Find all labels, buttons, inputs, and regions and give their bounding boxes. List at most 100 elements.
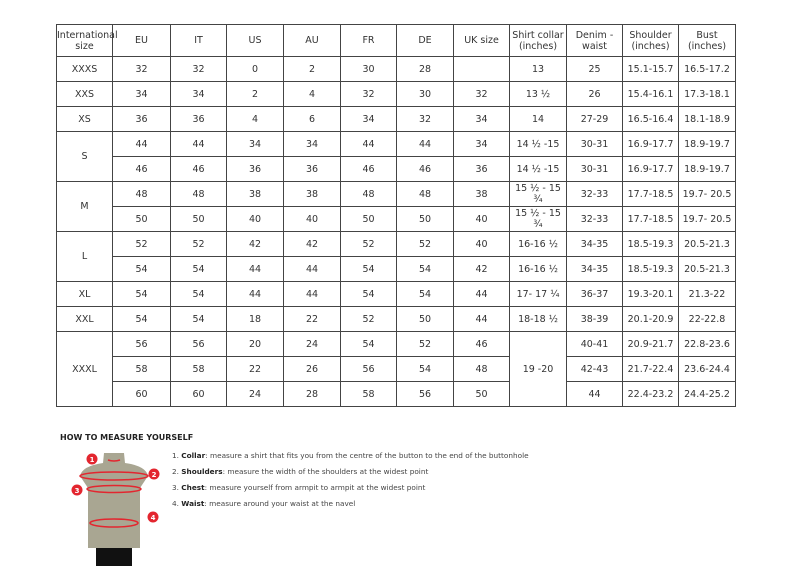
table-cell: 54 xyxy=(170,306,227,332)
table-cell: 54 xyxy=(112,256,171,282)
table-cell: 54 xyxy=(170,256,227,282)
marker-2-icon xyxy=(148,468,160,480)
table-cell: 44 xyxy=(566,381,623,407)
table-cell: 28 xyxy=(283,381,341,407)
table-cell: 20.5-21.3 xyxy=(678,256,736,282)
table-cell: 24 xyxy=(226,381,284,407)
header-row: International size EU IT US AU FR DE UK size Shi… xyxy=(56,24,736,57)
table-cell: 22 xyxy=(226,356,284,382)
table-cell: 30-31 xyxy=(566,131,623,157)
table-cell: 17- 17 ¼ xyxy=(509,281,567,307)
table-cell: 34 xyxy=(340,106,397,132)
table-cell: 44 xyxy=(226,281,284,307)
table-cell: 23.6-24.4 xyxy=(678,356,736,382)
table-cell: 50 xyxy=(170,206,227,232)
table-cell: 52 xyxy=(170,231,227,257)
table-cell: 17.7-18.5 xyxy=(622,206,679,232)
table-cell: 22.4-23.2 xyxy=(622,381,679,407)
table-cell: 15.1-15.7 xyxy=(622,56,679,82)
table-cell: 24 xyxy=(283,331,341,357)
table-cell: 42 xyxy=(283,231,341,257)
table-cell: 54 xyxy=(112,306,171,332)
step-waist: 4. Waist: measure around your waist at t… xyxy=(172,499,356,508)
table-cell: 32-33 xyxy=(566,206,623,232)
table-cell: 54 xyxy=(396,356,454,382)
table-cell: 21.7-22.4 xyxy=(622,356,679,382)
size-label-cell: XXXL xyxy=(56,331,113,407)
table-cell: 26 xyxy=(283,356,341,382)
table-cell: 18.5-19.3 xyxy=(622,231,679,257)
table-cell: 44 xyxy=(396,131,454,157)
table-row: XXL 54 54 18 22 52 50 44 18-18 ½ 38-39 20.1-20.9 22… xyxy=(56,306,736,332)
step-chest: 3. Chest: measure yourself from armpit t… xyxy=(172,483,426,492)
table-row: XL 54 54 44 44 54 54 44 17- 17 ¼ 36-37 19.3-20.1 21… xyxy=(56,281,736,307)
column-header: Denim - waist xyxy=(566,24,623,57)
table-cell: 58 xyxy=(170,356,227,382)
size-label-cell: XS xyxy=(56,106,113,132)
svg-text:3: 3 xyxy=(75,487,80,495)
table-cell: 32 xyxy=(112,56,171,82)
marker-4-icon xyxy=(147,511,159,523)
svg-text:2: 2 xyxy=(152,471,157,479)
table-cell: 19.7- 20.5 xyxy=(678,181,736,207)
table-cell: 32-33 xyxy=(566,181,623,207)
table-cell: 20.1-20.9 xyxy=(622,306,679,332)
table-cell: 50 xyxy=(112,206,171,232)
table-cell: 20 xyxy=(226,331,284,357)
table-cell: 16.9-17.7 xyxy=(622,156,679,182)
table-cell: 32 xyxy=(396,106,454,132)
table-cell: 48 xyxy=(112,181,171,207)
table-cell: 50 xyxy=(396,206,454,232)
table-cell: 48 xyxy=(170,181,227,207)
table-cell: 56 xyxy=(396,381,454,407)
measure-figure-illustration: 1 2 3 4 xyxy=(71,453,160,566)
table-cell: 44 xyxy=(112,131,171,157)
table-cell: 48 xyxy=(396,181,454,207)
table-cell: 54 xyxy=(340,256,397,282)
table-cell: 54 xyxy=(396,256,454,282)
table-row: XS 36 36 4 6 34 32 34 14 27-29 16.5-16.4 18.1-18.9 xyxy=(56,106,736,132)
table-cell: 34 xyxy=(453,131,510,157)
table-cell: 4 xyxy=(226,106,284,132)
column-header: EU xyxy=(112,24,171,57)
table-row: 50 50 40 40 50 50 40 15 ½ - 15 ¾ 32-33 17.7-18.5 1… xyxy=(57,206,736,232)
table-cell: 60 xyxy=(170,381,227,407)
table-cell: 16.9-17.7 xyxy=(622,131,679,157)
table-cell: 24.4-25.2 xyxy=(678,381,736,407)
table-cell: 54 xyxy=(340,281,397,307)
table-cell: 34 xyxy=(283,131,341,157)
table-cell: 15.4-16.1 xyxy=(622,81,679,107)
table-cell: 20.9-21.7 xyxy=(622,331,679,357)
table-cell: 4 xyxy=(283,81,341,107)
size-label-cell: XXXS xyxy=(56,56,113,82)
table-cell: 42 xyxy=(453,256,510,282)
step-collar: 1. Collar: measure a shirt that fits you… xyxy=(172,451,529,460)
table-cell: 2 xyxy=(283,56,341,82)
table-cell: 2 xyxy=(226,81,284,107)
table-cell xyxy=(453,56,510,82)
table-cell: 46 xyxy=(396,156,454,182)
table-cell: 40-41 xyxy=(566,331,623,357)
shorts xyxy=(96,546,132,566)
table-cell: 32 xyxy=(340,81,397,107)
table-cell: 54 xyxy=(170,281,227,307)
table-cell: 56 xyxy=(340,356,397,382)
table-cell: 36 xyxy=(453,156,510,182)
table-cell: 44 xyxy=(340,131,397,157)
table-cell: 38 xyxy=(453,181,510,207)
table-row: XXS 34 34 2 4 32 30 32 13 ½ 26 15.4-16.1 17.3-18.1 xyxy=(56,81,736,107)
table-cell: 20.5-21.3 xyxy=(678,231,736,257)
table-cell: 60 xyxy=(112,381,171,407)
table-cell: 16.5-17.2 xyxy=(678,56,736,82)
table-cell: 34 xyxy=(112,81,171,107)
table-cell: 30 xyxy=(340,56,397,82)
table-cell: 46 xyxy=(340,156,397,182)
table-cell: 19.7- 20.5 xyxy=(678,206,736,232)
table-cell: 44 xyxy=(226,256,284,282)
table-cell: 15 ½ - 15 ¾ xyxy=(509,206,567,232)
table-cell: 32 xyxy=(453,81,510,107)
table-cell: 14 ½ -15 xyxy=(509,156,567,182)
table-cell: 14 xyxy=(509,106,567,132)
table-cell: 22-22.8 xyxy=(678,306,736,332)
table-cell: 13 ½ xyxy=(509,81,567,107)
